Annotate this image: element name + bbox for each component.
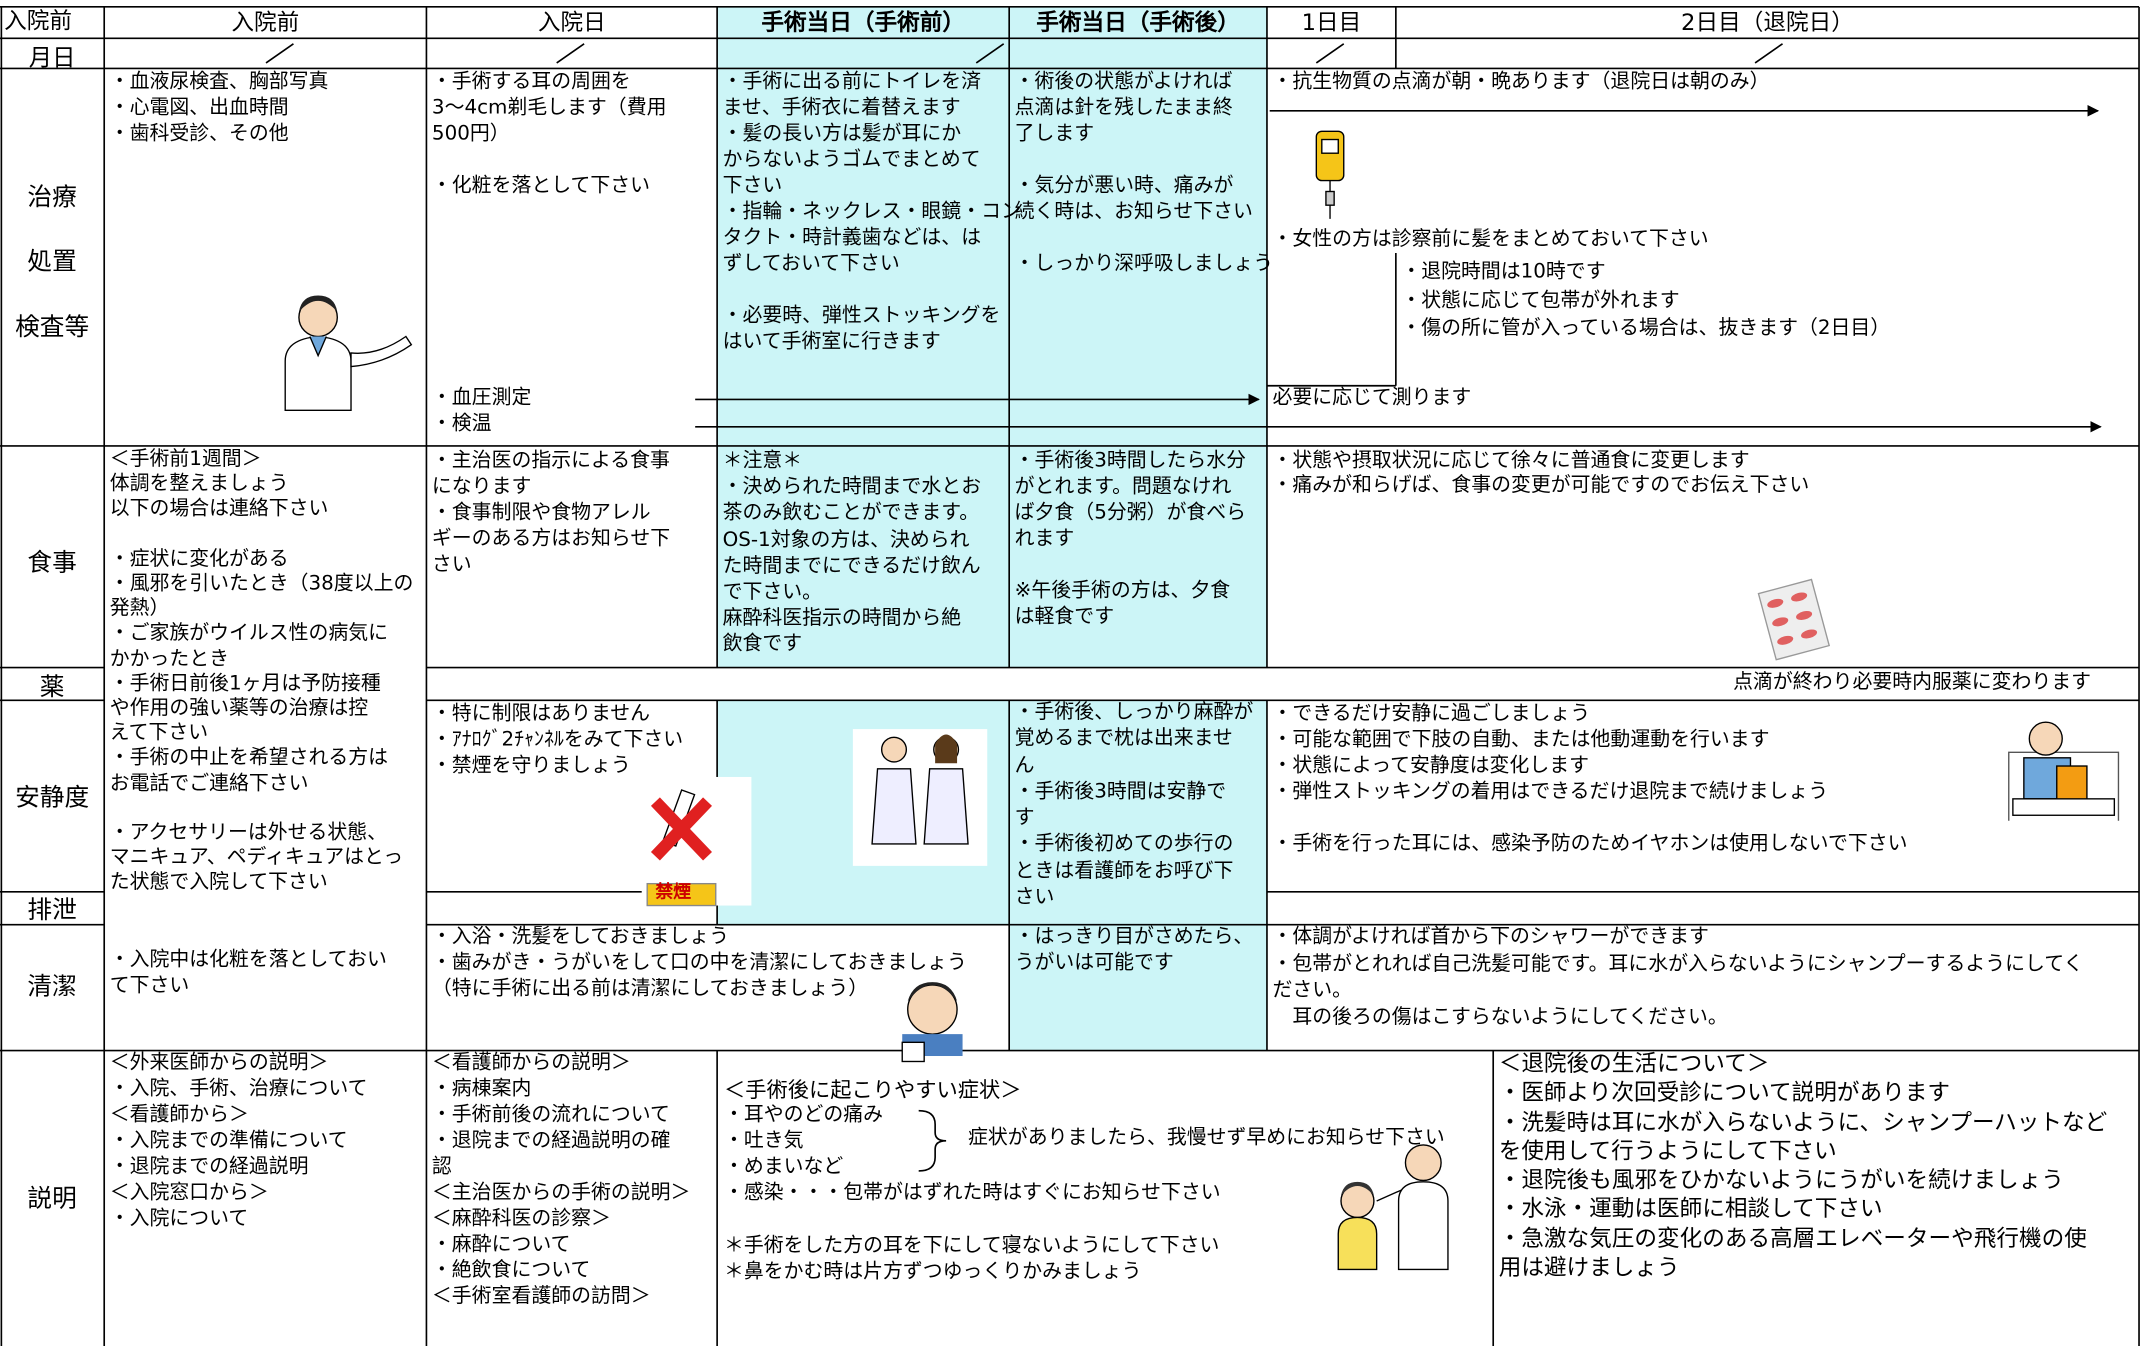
- cell-text: ・手術後3時間したら水分 がとれます。問題なけれ ば夕食（5分粥）が食べら れま…: [1014, 450, 1247, 628]
- cell-text: ・感染・・・包帯がはずれた時はすぐにお知らせ下さい: [723, 1181, 1221, 1204]
- cell-text: ・手術に出る前にトイレを済 ませ、手術衣に着替えます ・髪の長い方は髪が耳にか …: [722, 71, 1021, 353]
- cell-text: ・手術後、しっかり麻酔が 覚めるまで枕は出来ませ ん ・手術後3時間は安静で す…: [1014, 701, 1254, 909]
- cell-text: ・手術する耳の周囲を 3～4cm剃毛します（費用 500円） ・化粧を落として下…: [431, 71, 667, 197]
- cell-text: ・女性の方は診察前に髪をまとめておいて下さい: [1272, 228, 1709, 251]
- cell-text: ・検温: [431, 413, 492, 435]
- row-label: 月日: [28, 45, 76, 73]
- cell-text: ＜手術前1週間＞ 体調を整えましょう 以下の場合は連絡下さい ・症状に変化がある…: [109, 448, 414, 894]
- cell-text: ・状態や摂取状況に応じて徐々に普通食に変更します ・痛みが和らげば、食事の変更が…: [1272, 450, 1810, 497]
- cell-text: ・体調がよければ首から下のシャワーができます ・包帯がとれれば自己洗髪可能です。…: [1272, 926, 2084, 1028]
- sign-text: 禁煙: [655, 882, 692, 903]
- patients-illustration: [852, 729, 988, 866]
- row-label: 治療: [27, 183, 77, 213]
- column-header: 入院前: [231, 9, 300, 36]
- cell-text: ・抗生物質の点滴が朝・晩あります（退院日は朝のみ）: [1272, 71, 1770, 94]
- column-header: 2日目（退院日）: [1681, 9, 1854, 36]
- cell-text: ＜手術後に起こりやすい症状＞: [723, 1077, 1022, 1103]
- cell-text: ・特に制限はありません ・ｱﾅﾛｸﾞ2ﾁｬﾝﾈﾙをみて下さい ・禁煙を守りましょ…: [431, 703, 684, 777]
- column-header: 手術当日（手術前）: [761, 9, 965, 36]
- row-label: 清潔: [27, 972, 77, 1002]
- bed-patient-illustration: [2008, 721, 2120, 821]
- cell-text: ＊手術をした方の耳を下にして寝ないようにして下さい ＊鼻をかむ時は片方ずつゆっく…: [723, 1235, 1220, 1284]
- cell-text: ・はっきり目がさめたら、 うがいは可能です: [1014, 926, 1254, 974]
- row-label: 薬: [39, 673, 65, 702]
- cell-text: 点滴が終わり必要時内服薬に変わります: [1733, 671, 2092, 694]
- pills-illustration: [1757, 578, 1831, 661]
- row-label: 食事: [27, 548, 77, 578]
- cell-text: ＜外来医師からの説明＞ ・入院、手術、治療について ＜看護師から＞ ・入院までの…: [109, 1051, 368, 1230]
- row-label: 説明: [27, 1184, 77, 1214]
- cell-text: ・血液尿検査、胸部写真 ・心電図、出血時間 ・歯科受診、その他: [109, 71, 329, 145]
- cell-text: ・主治医の指示による食事 になります ・食事制限や食物アレル ギーのある方はお知…: [431, 450, 671, 576]
- row-label: 検査等: [15, 313, 90, 342]
- row-label: 安静度: [15, 783, 90, 813]
- cell-text: ＜看護師からの説明＞ ・病棟案内 ・手術前後の流れについて ・退院までの経過説明…: [431, 1051, 691, 1308]
- cell-text: ・耳やのどの痛み ・吐き気 ・めまいなど: [723, 1103, 884, 1178]
- cell-text: ・入浴・洗髪をしておきましょう ・歯みがき・うがいをして口の中を清潔にしておきま…: [431, 926, 967, 1000]
- drip-illustration: [1315, 130, 1345, 219]
- column-header: 1日目: [1301, 9, 1362, 36]
- row-label: 排泄: [27, 895, 77, 925]
- cell-text: ・術後の状態がよければ 点滴は針を残したまま終 了します ・気分が悪い時、痛みが…: [1014, 71, 1274, 275]
- cell-text: ・退院時間は10時です ・状態に応じて包帯が外れます ・傷の所に管が入っている場…: [1401, 261, 1891, 340]
- cell-text: ・入院中は化粧を落としておい て下さい: [109, 949, 387, 998]
- boy-illustration: [901, 982, 963, 1063]
- doctor-illustration: [284, 295, 413, 412]
- corner-header: 入院前: [4, 8, 72, 35]
- column-header: 手術当日（手術後）: [1036, 9, 1240, 36]
- column-header: 入院日: [537, 9, 606, 36]
- cell-text: 症状がありましたら、我慢せず早めにお知らせ下さい: [968, 1127, 1445, 1150]
- row-label: 処置: [27, 247, 77, 277]
- doctor-child-illustration: [1337, 1144, 1449, 1271]
- cell-text: ＊注意＊ ・決められた時間まで水とお 茶のみ飲むことができます。 OS-1対象の…: [722, 450, 982, 656]
- cell-text: ・血圧測定: [431, 387, 532, 409]
- cell-text: ・できるだけ安静に過ごしましょう ・可能な範囲で下肢の自動、または他動運動を行い…: [1272, 703, 1908, 855]
- cell-text: 必要に応じて測ります: [1272, 387, 1472, 409]
- no-smoking-illustration: [641, 776, 752, 907]
- cell-text: ＜退院後の生活について＞ ・医師より次回受診について説明があります ・洗髪時は耳…: [1498, 1050, 2108, 1281]
